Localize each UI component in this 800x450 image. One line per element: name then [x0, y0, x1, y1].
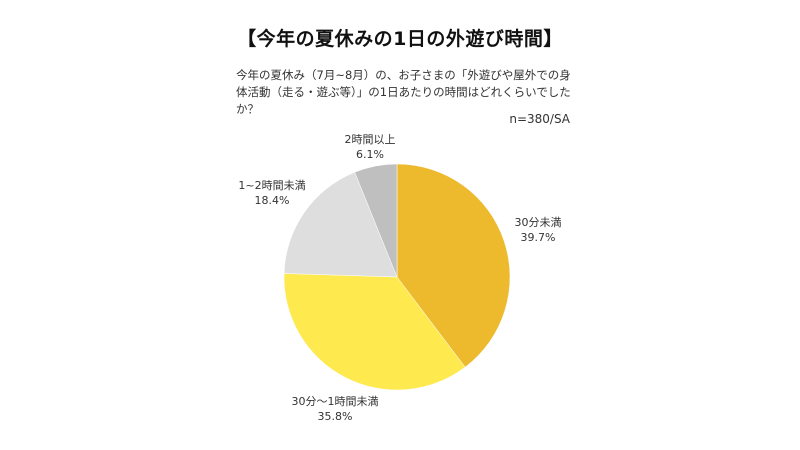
label-over-2h-value: 6.1% [356, 148, 384, 161]
label-1h-to-2h: 1~2時間未満 18.4% [232, 178, 312, 208]
label-under-30min-name: 30分未満 [514, 216, 562, 229]
label-under-30min-value: 39.7% [520, 231, 556, 244]
chart-title: 【今年の夏休みの1日の外遊び時間】 [237, 28, 563, 50]
label-1h-to-2h-name: 1~2時間未満 [238, 179, 306, 192]
sample-size-label: n=380/SA [509, 112, 570, 126]
slice-30min-to-1h [283, 273, 466, 391]
label-over-2h-name: 2時間以上 [344, 133, 396, 146]
slice-under-30min [396, 163, 511, 368]
label-under-30min: 30分未満 39.7% [508, 215, 568, 245]
survey-question: 今年の夏休み（7月~8月）の、お子さまの「外遊びや屋外での身体活動（走る・遊ぶ等… [236, 68, 571, 116]
label-1h-to-2h-value: 18.4% [254, 194, 290, 207]
label-30min-to-1h-name: 30分〜1時間未満 [291, 395, 379, 408]
slice-over-2h [354, 163, 398, 278]
label-30min-to-1h-value: 35.8% [317, 410, 353, 423]
label-over-2h: 2時間以上 6.1% [330, 132, 410, 162]
label-30min-to-1h: 30分〜1時間未満 35.8% [280, 394, 390, 424]
slice-1h-to-2h [283, 171, 398, 278]
